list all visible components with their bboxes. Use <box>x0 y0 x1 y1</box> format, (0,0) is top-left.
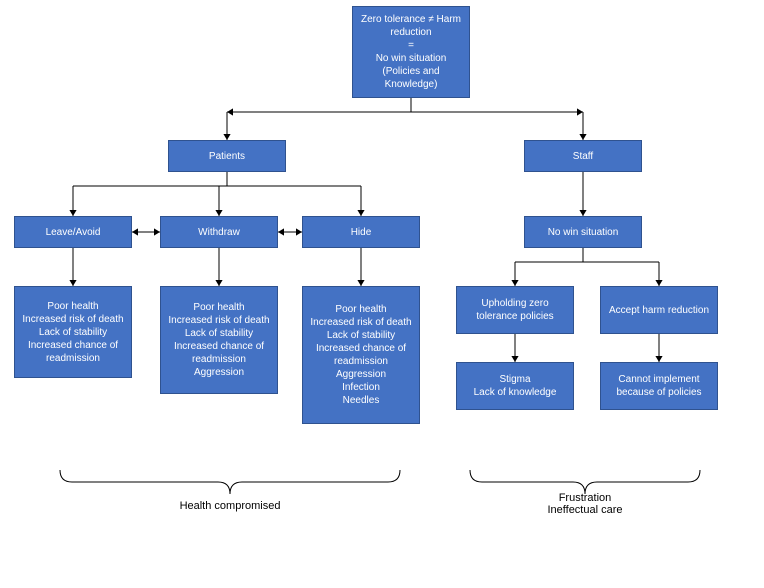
brace-label-line: Ineffectual care <box>495 504 675 516</box>
node-leave_out: Poor healthIncreased risk of deathLack o… <box>14 286 132 378</box>
brace-label-line: Frustration <box>495 492 675 504</box>
node-patients: Patients <box>168 140 286 172</box>
node-text: Lack of stability <box>327 329 395 342</box>
node-staff: Staff <box>524 140 642 172</box>
node-cannot: Cannot implement because of policies <box>600 362 718 410</box>
node-text: No win situation <box>376 52 447 65</box>
node-text: Increased chance of readmission <box>165 340 273 366</box>
node-text: Leave/Avoid <box>46 226 101 239</box>
node-text: Poor health <box>193 301 244 314</box>
node-withdraw_out: Poor healthIncreased risk of deathLack o… <box>160 286 278 394</box>
node-hide: Hide <box>302 216 420 248</box>
node-text: (Policies and Knowledge) <box>357 65 465 91</box>
node-accept: Accept harm reduction <box>600 286 718 334</box>
node-text: Patients <box>209 150 245 163</box>
node-text: Stigma <box>499 373 530 386</box>
node-text: No win situation <box>548 226 619 239</box>
node-text: Withdraw <box>198 226 240 239</box>
node-text: Increased risk of death <box>168 314 269 327</box>
node-nowin: No win situation <box>524 216 642 248</box>
node-text: Increased chance of readmission <box>19 339 127 365</box>
node-text: Zero tolerance ≠ Harm reduction <box>357 13 465 39</box>
flowchart-canvas: Zero tolerance ≠ Harm reduction=No win s… <box>0 0 764 588</box>
node-text: Increased chance of readmission <box>307 342 415 368</box>
node-text: = <box>408 39 414 52</box>
brace-label: Health compromised <box>140 500 320 512</box>
node-text: Increased risk of death <box>22 313 123 326</box>
node-text: Lack of stability <box>39 326 107 339</box>
node-text: Accept harm reduction <box>609 304 709 317</box>
node-leave: Leave/Avoid <box>14 216 132 248</box>
node-text: Poor health <box>335 303 386 316</box>
node-uphold: Upholding zero tolerance policies <box>456 286 574 334</box>
node-withdraw: Withdraw <box>160 216 278 248</box>
node-text: Hide <box>351 226 372 239</box>
node-root: Zero tolerance ≠ Harm reduction=No win s… <box>352 6 470 98</box>
node-text: Staff <box>573 150 593 163</box>
node-text: Aggression <box>336 368 386 381</box>
node-text: Poor health <box>47 300 98 313</box>
node-text: Lack of stability <box>185 327 253 340</box>
node-text: Cannot implement because of policies <box>605 373 713 399</box>
node-text: Aggression <box>194 366 244 379</box>
node-text: Infection <box>342 381 380 394</box>
node-text: Upholding zero tolerance policies <box>461 297 569 323</box>
brace-label: FrustrationIneffectual care <box>495 492 675 516</box>
node-text: Lack of knowledge <box>474 386 557 399</box>
node-hide_out: Poor healthIncreased risk of deathLack o… <box>302 286 420 424</box>
node-text: Increased risk of death <box>310 316 411 329</box>
node-text: Needles <box>343 394 380 407</box>
node-stigma: StigmaLack of knowledge <box>456 362 574 410</box>
